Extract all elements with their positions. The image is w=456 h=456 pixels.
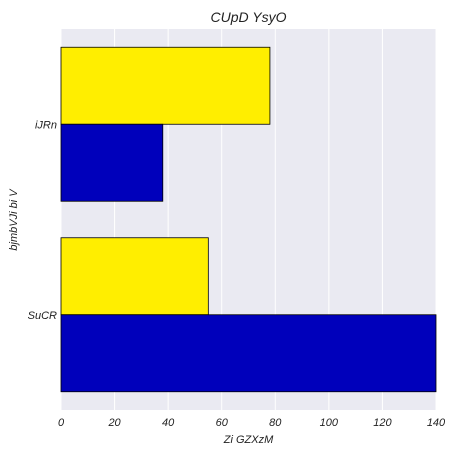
y-tick-label: SuCR [28, 310, 57, 322]
x-tick-label: 0 [58, 417, 65, 429]
bars [60, 46, 437, 393]
y-axis-label: bjmbVJi bi V [8, 188, 20, 251]
y-axis-ticks: iJRn SuCR [28, 119, 57, 322]
x-tick-label: 80 [269, 417, 282, 429]
x-axis-ticks: 0 20 40 60 80 100 120 140 [58, 417, 446, 429]
x-tick-label: 20 [107, 417, 121, 429]
x-tick-label: 60 [216, 417, 229, 429]
bar-SuCR-series-1 [60, 314, 437, 393]
bar-iJRn-series-0 [60, 46, 271, 125]
chart-title: CUpD YsyO [211, 9, 287, 25]
bar-SuCR-series-0 [60, 237, 209, 316]
x-tick-label: 100 [320, 417, 339, 429]
bar-iJRn-series-1 [60, 123, 164, 202]
x-axis-label: Zi GZXzM [223, 434, 274, 446]
y-tick-label: iJRn [35, 119, 57, 131]
x-tick-label: 140 [427, 417, 446, 429]
x-tick-label: 40 [162, 417, 175, 429]
x-tick-label: 120 [373, 417, 392, 429]
